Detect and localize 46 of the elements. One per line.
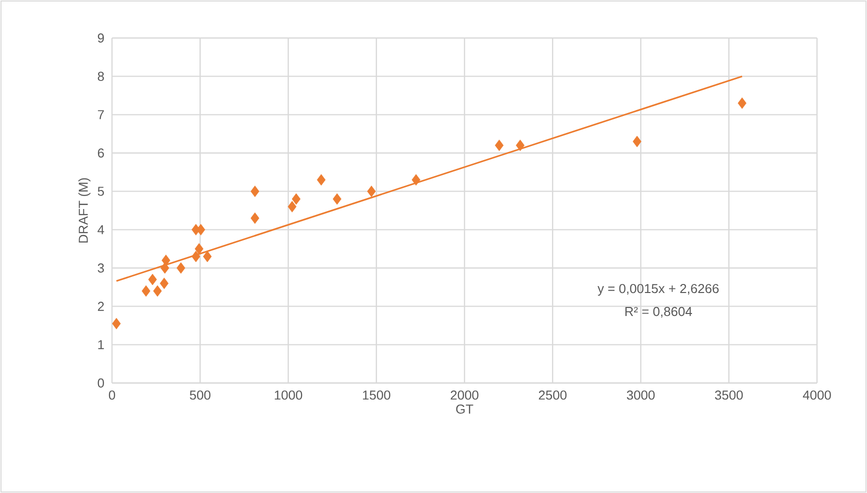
point	[176, 262, 186, 274]
x-tick-label: 1500	[362, 390, 390, 400]
point	[316, 174, 326, 186]
point	[632, 136, 642, 148]
y-tick-label: 9	[98, 33, 104, 43]
y-tick-label: 1	[98, 340, 104, 350]
y-tick-label: 5	[98, 186, 104, 196]
point	[332, 193, 342, 205]
point	[160, 262, 170, 274]
point	[250, 212, 260, 224]
point	[112, 318, 121, 330]
y-axis-title: DRAFT (M)	[78, 178, 90, 243]
x-axis-title: GT	[456, 404, 474, 414]
annotation: y = 0,0015x + 2,6266	[598, 284, 719, 296]
y-tick-label: 4	[98, 225, 104, 234]
point	[412, 174, 420, 186]
point	[148, 274, 157, 286]
x-tick-label: 500	[190, 390, 210, 400]
point	[142, 285, 150, 297]
x-tick-label: 2000	[450, 390, 478, 400]
point	[250, 186, 260, 198]
annotation: R² = 0,8604	[625, 306, 692, 318]
x-tick-label: 0	[108, 390, 116, 400]
point	[194, 243, 204, 255]
x-tick-label: 1000	[274, 390, 302, 400]
point	[192, 250, 200, 262]
point	[516, 140, 525, 152]
x-tick-label: 4000	[802, 390, 831, 400]
x-tick-label: 3000	[626, 390, 655, 400]
point	[203, 250, 212, 262]
point	[288, 200, 296, 212]
y-tick-label: 2	[98, 302, 104, 311]
point	[494, 140, 504, 152]
y-tick-label: 3	[98, 263, 104, 273]
y-tick-label: 7	[98, 110, 104, 120]
point	[196, 224, 206, 236]
x-tick-label: 2500	[538, 390, 567, 400]
point	[738, 97, 746, 109]
y-tick-label: 8	[98, 72, 104, 81]
y-tick-label: 6	[98, 148, 104, 158]
point	[160, 278, 168, 290]
point	[153, 285, 162, 297]
y-tick-label: 0	[98, 378, 104, 388]
point	[292, 193, 301, 205]
x-tick-label: 3500	[714, 390, 743, 400]
point	[367, 186, 376, 198]
